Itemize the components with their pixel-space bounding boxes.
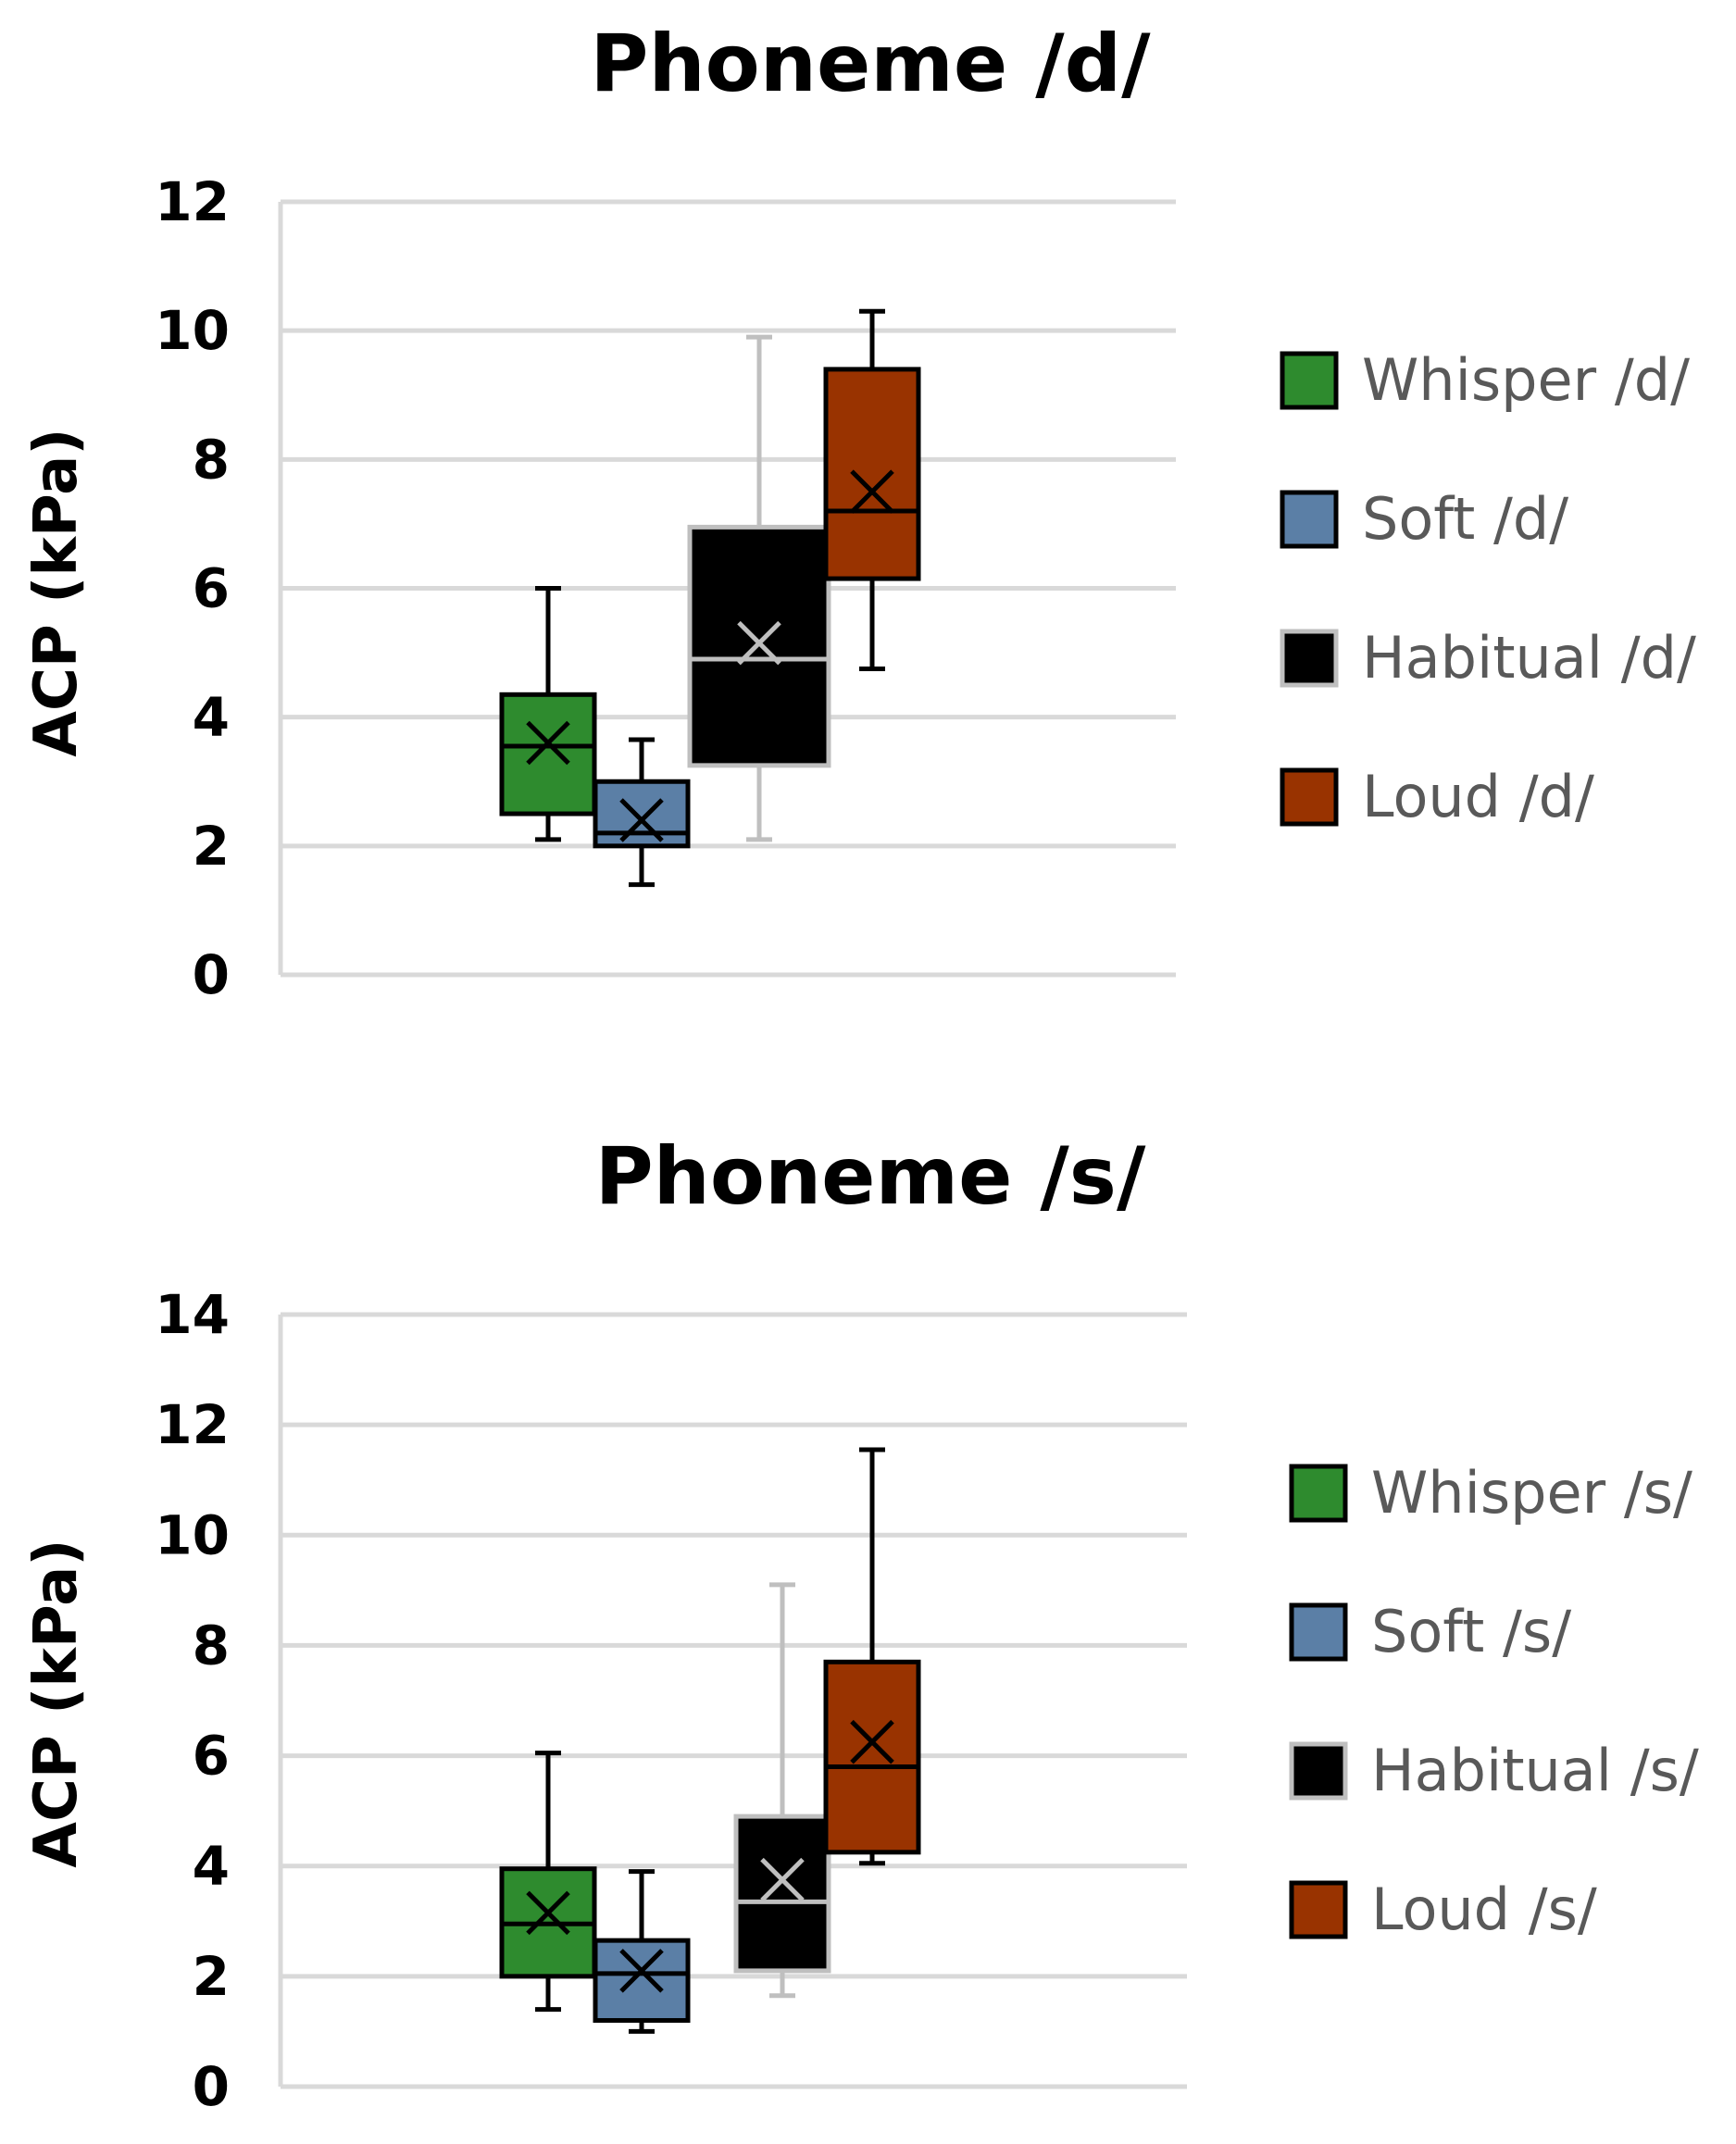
box-soft xyxy=(593,737,691,888)
y-tick-labels: 0 2 4 6 8 10 12 14 xyxy=(155,1283,230,2118)
mean-marker xyxy=(850,469,894,514)
mean-marker xyxy=(760,1857,805,1902)
legend-swatch xyxy=(1280,490,1339,549)
y-tick-label: 0 xyxy=(193,943,230,1006)
legend-swatch xyxy=(1289,1880,1348,1939)
box-whisper xyxy=(499,586,597,842)
y-tick-label: 2 xyxy=(193,815,230,878)
mean-marker-stroke xyxy=(737,620,781,666)
iqr-box xyxy=(823,367,921,581)
legend-item: Loud /d/ xyxy=(1280,763,1594,830)
y-tick-label: 6 xyxy=(193,557,230,620)
mean-marker xyxy=(619,1949,664,1993)
iqr-box xyxy=(733,1814,831,1974)
chart-title: Phoneme /d/ xyxy=(590,18,1151,110)
y-tick-label: 6 xyxy=(193,1725,230,1788)
mean-marker xyxy=(526,720,570,766)
legend-swatch xyxy=(1280,351,1339,410)
iqr-box xyxy=(823,1659,921,1855)
mean-marker-stroke xyxy=(619,1949,664,1993)
legend-item: Soft /s/ xyxy=(1289,1598,1571,1665)
y-tick-label: 2 xyxy=(193,1945,230,2008)
y-tick-labels: 0 2 4 6 8 10 12 xyxy=(155,170,230,1006)
mean-marker xyxy=(526,1890,570,1936)
y-tick-label: 4 xyxy=(193,686,230,749)
legend-label: Soft /d/ xyxy=(1362,485,1568,553)
mean-marker-stroke xyxy=(850,1719,894,1764)
y-axis-label: ACP (kPa) xyxy=(22,1539,91,1867)
mean-marker xyxy=(850,1719,894,1764)
box-habitual xyxy=(733,1582,831,1999)
mean-marker-stroke xyxy=(526,1890,570,1936)
mean-marker-stroke xyxy=(526,720,570,766)
chart-phoneme-s: Phoneme /s/ ACP (kPa) 0 2 4 6 8 10 12 14 Whispe… xyxy=(22,1130,1699,2118)
y-tick-label: 8 xyxy=(193,1614,230,1677)
y-axis-label: ACP (kPa) xyxy=(22,428,91,756)
legend-label: Habitual /s/ xyxy=(1371,1737,1699,1804)
chart-title: Phoneme /s/ xyxy=(595,1130,1146,1223)
chart-phoneme-d: Phoneme /d/ ACP (kPa) 0 2 4 6 8 10 12 Whisper … xyxy=(22,18,1696,1006)
mean-marker-stroke xyxy=(850,469,894,514)
iqr-box xyxy=(593,779,691,849)
legend-label: Loud /s/ xyxy=(1371,1876,1597,1943)
legend-item: Whisper /s/ xyxy=(1289,1459,1692,1527)
legend-swatch xyxy=(1289,1464,1348,1523)
box-soft xyxy=(593,1869,691,2034)
legend-label: Whisper /d/ xyxy=(1362,346,1690,414)
iqr-box xyxy=(593,1938,691,2024)
box-series xyxy=(499,308,921,888)
mean-marker xyxy=(737,620,781,666)
y-tick-label: 10 xyxy=(155,1503,230,1566)
y-tick-label: 12 xyxy=(155,1393,230,1456)
box-whisper xyxy=(499,1751,597,2013)
y-tick-label: 8 xyxy=(193,428,230,491)
legend-swatch xyxy=(1289,1602,1348,1662)
legend-item: Loud /s/ xyxy=(1289,1876,1597,1943)
box-series xyxy=(499,1447,921,2034)
legend-label: Whisper /s/ xyxy=(1371,1459,1692,1527)
y-tick-label: 0 xyxy=(193,2055,230,2118)
legend-label: Habitual /d/ xyxy=(1362,624,1696,692)
legend-swatch xyxy=(1280,629,1339,688)
y-tick-label: 14 xyxy=(155,1283,230,1346)
mean-marker-stroke xyxy=(619,798,664,842)
legend-item: Soft /d/ xyxy=(1280,485,1568,553)
legend-label: Soft /s/ xyxy=(1371,1598,1571,1665)
y-tick-label: 4 xyxy=(193,1835,230,1898)
iqr-box xyxy=(499,692,597,816)
legend-item: Habitual /s/ xyxy=(1289,1737,1699,1804)
legend-swatch xyxy=(1289,1741,1348,1801)
box-loud xyxy=(823,308,921,671)
y-tick-label: 10 xyxy=(155,299,230,362)
legend-item: Habitual /d/ xyxy=(1280,624,1696,692)
gridlines xyxy=(281,1312,1187,2089)
mean-marker xyxy=(619,798,664,842)
legend-item: Whisper /d/ xyxy=(1280,346,1690,414)
legend: Whisper /d/Soft /d/Habitual /d/Loud /d/ xyxy=(1280,346,1696,830)
mean-marker-stroke xyxy=(760,1857,805,1902)
legend-label: Loud /d/ xyxy=(1362,763,1594,830)
legend: Whisper /s/Soft /s/Habitual /s/Loud /s/ xyxy=(1289,1459,1699,1943)
y-tick-label: 12 xyxy=(155,170,230,233)
legend-swatch xyxy=(1280,767,1339,827)
box-habitual xyxy=(687,334,831,842)
box-loud xyxy=(823,1447,921,1866)
